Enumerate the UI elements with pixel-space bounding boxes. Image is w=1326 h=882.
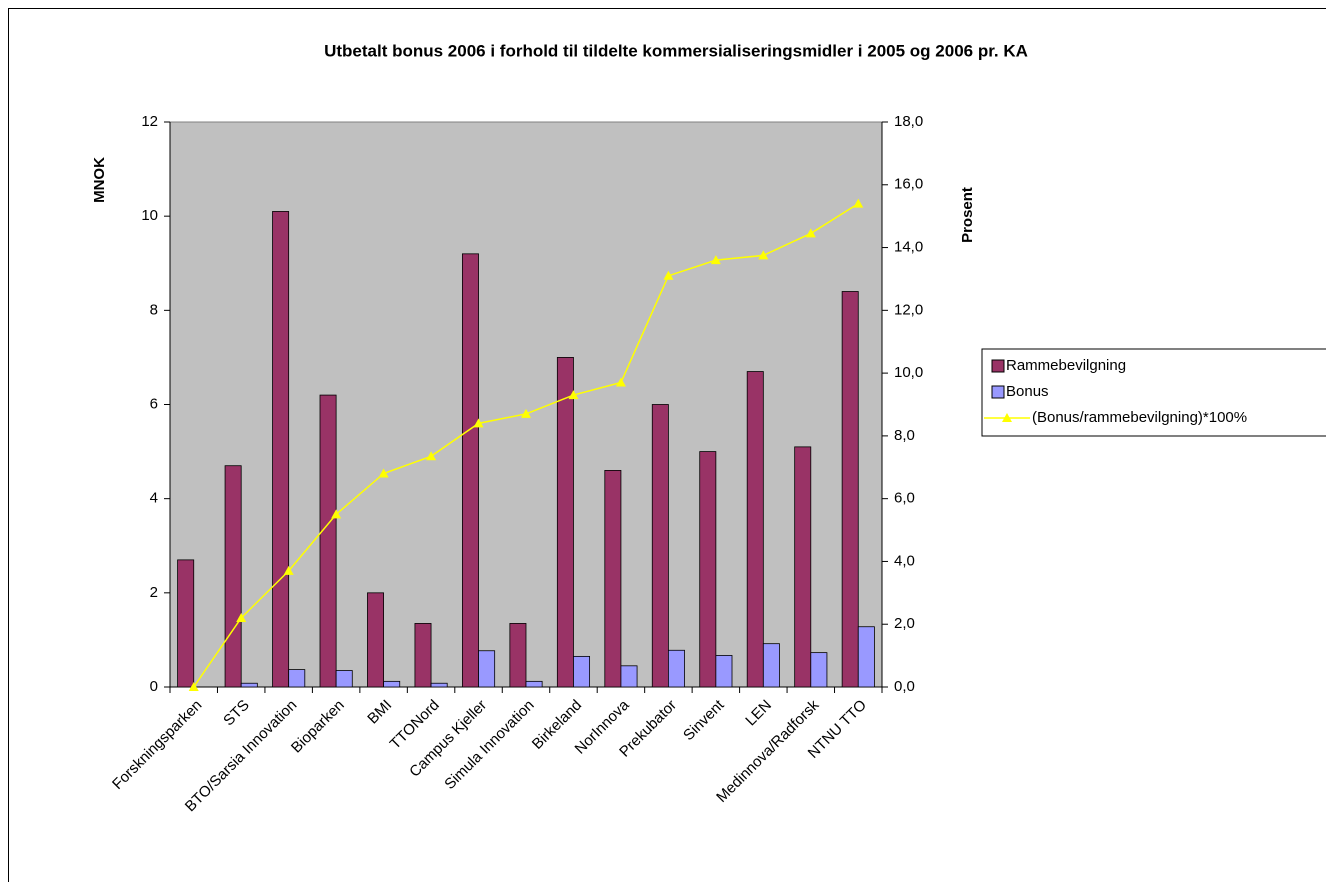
x-tick-label: LEN [742, 697, 775, 730]
bar [335, 670, 353, 688]
line-marker [568, 390, 579, 400]
y2-tick-label: 16,0 [894, 176, 923, 193]
bar [224, 465, 242, 688]
chart-title: Utbetalt bonus 2006 i forhold til tildel… [324, 41, 1028, 60]
bar [525, 680, 543, 688]
line-marker [236, 612, 247, 622]
line-marker [521, 408, 531, 418]
y-tick-label: 12 [141, 113, 158, 130]
legend-box [981, 348, 1326, 437]
bar [177, 559, 195, 688]
bar [383, 680, 401, 688]
y2-tick-label: 18,0 [894, 113, 923, 130]
bar [810, 652, 828, 688]
bar [794, 446, 812, 688]
line-marker [473, 418, 484, 428]
line-marker [853, 198, 864, 208]
bar [240, 682, 258, 688]
bar [604, 470, 622, 688]
line-marker [331, 509, 342, 519]
bar [651, 404, 669, 688]
bar [746, 371, 764, 688]
line-marker [188, 682, 199, 691]
x-tick-label: Forskningsparken [109, 697, 205, 793]
legend-swatch [991, 359, 1005, 373]
x-tick-label: Sinvent [680, 696, 728, 744]
legend-label: Bonus [1006, 383, 1049, 400]
line-marker [426, 451, 437, 461]
line-marker [283, 565, 294, 575]
line-marker [758, 250, 769, 260]
bar [715, 655, 733, 688]
line-marker [615, 377, 626, 387]
bar [668, 649, 685, 688]
bar [367, 592, 385, 688]
legend-label: Rammebevilgning [1006, 357, 1126, 374]
y2-tick-label: 12,0 [894, 301, 923, 318]
y-tick-label: 6 [150, 395, 158, 412]
bar [414, 623, 432, 688]
y-tick-label: 10 [141, 207, 158, 224]
line-marker [710, 255, 721, 265]
y-tick-label: 8 [150, 301, 158, 318]
bar [288, 669, 306, 688]
y2-tick-label: 10,0 [894, 364, 923, 381]
y-tick-label: 2 [150, 584, 158, 601]
legend-label: (Bonus/rammebevilgning)*100% [1032, 409, 1247, 426]
y-tick-label: 0 [150, 678, 158, 695]
bar [573, 655, 591, 688]
y2-axis-title: Prosent [959, 187, 976, 243]
bar [857, 626, 875, 688]
bar [319, 394, 337, 688]
y-tick-label: 4 [150, 490, 158, 507]
x-tick-label: Simula Innovation [441, 697, 537, 793]
y2-tick-label: 8,0 [894, 427, 915, 444]
y2-tick-label: 0,0 [894, 678, 915, 695]
legend-swatch [991, 385, 1005, 399]
y-axis-title: MNOK [91, 157, 108, 203]
bar [762, 643, 780, 688]
line-marker [805, 228, 816, 238]
bar [841, 291, 859, 688]
y2-tick-label: 4,0 [894, 552, 915, 569]
y2-tick-label: 2,0 [894, 615, 915, 632]
legend-marker [1002, 413, 1012, 422]
chart-frame [8, 8, 1326, 882]
bar [478, 650, 496, 688]
bar [461, 253, 479, 688]
bar [272, 211, 290, 688]
line-marker [378, 468, 389, 478]
y2-tick-label: 6,0 [894, 490, 915, 507]
bar [509, 623, 527, 688]
bar [556, 357, 574, 688]
x-tick-label: STS [220, 697, 253, 730]
x-tick-label: BMI [364, 697, 395, 728]
bar [620, 665, 638, 688]
y2-tick-label: 14,0 [894, 239, 923, 256]
bar [430, 682, 448, 688]
bar [699, 451, 717, 688]
line-marker [663, 270, 674, 280]
